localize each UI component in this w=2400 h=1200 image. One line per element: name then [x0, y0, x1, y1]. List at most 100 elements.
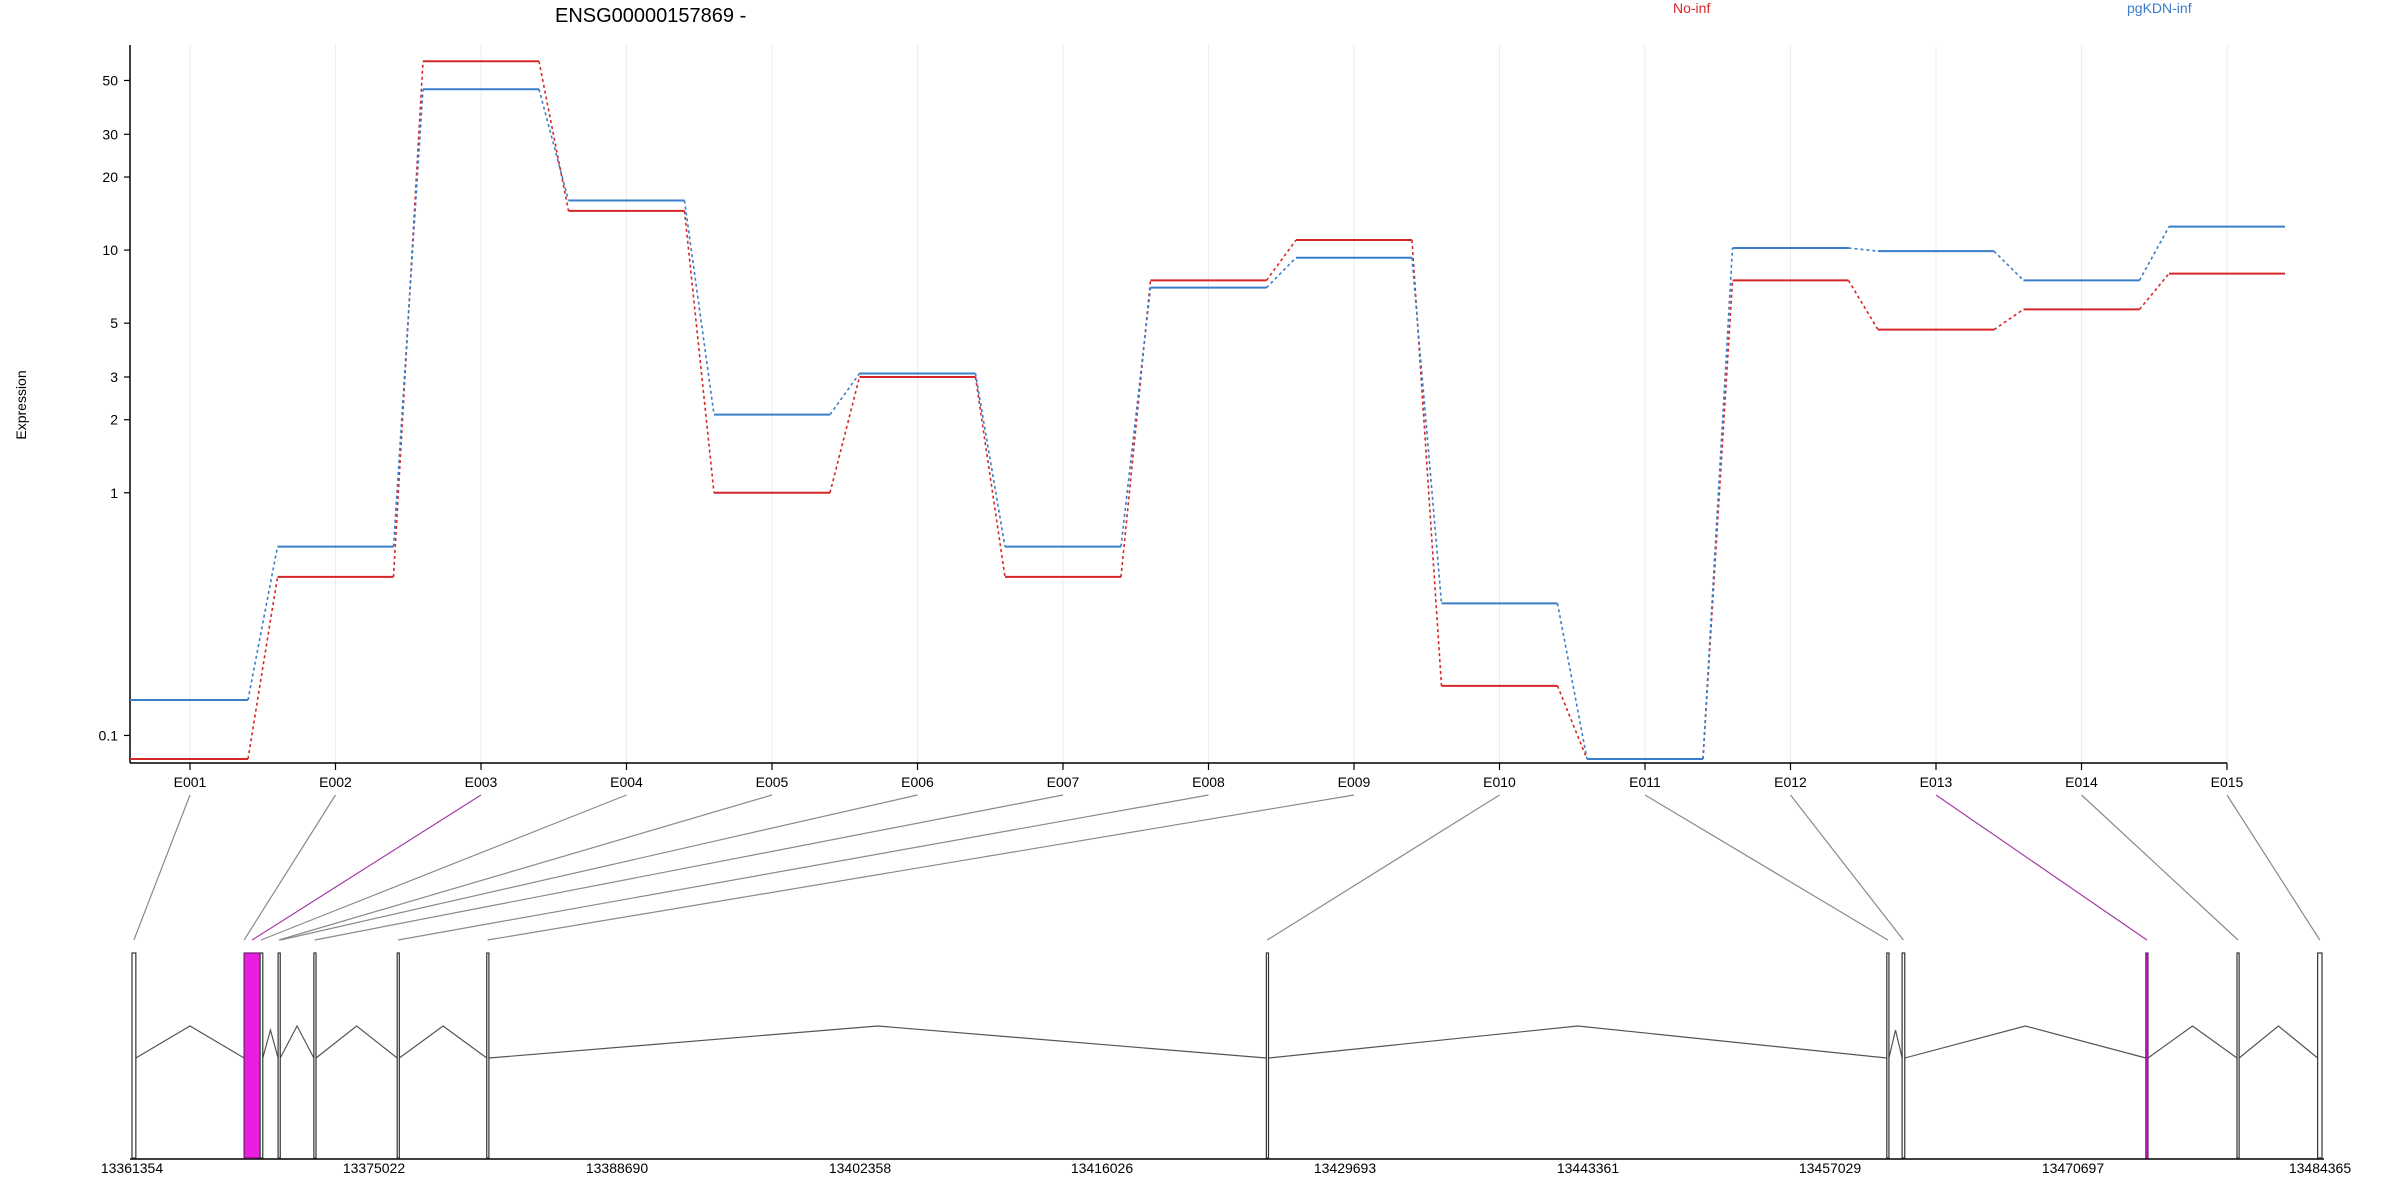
intron-line: [1904, 1025, 2146, 1059]
intron-line: [1888, 1029, 1903, 1059]
connector-line: [1993, 250, 2025, 281]
legend-no-inf: No-inf: [1673, 0, 1710, 16]
exon-block: [2145, 952, 2149, 1159]
connector-line: [392, 61, 424, 577]
connector-line: [1702, 247, 1734, 760]
connector-line: [1848, 247, 1879, 252]
y-tick-label: 20: [102, 169, 118, 185]
x-tick-label: E005: [756, 774, 789, 790]
connector-line: [683, 200, 715, 415]
connector-line: [538, 89, 570, 201]
exon-map-line: [278, 794, 773, 941]
coordinate-tick-label: 13429693: [1314, 1160, 1377, 1176]
x-tick-label: E012: [1774, 774, 1807, 790]
x-tick-label: E008: [1192, 774, 1225, 790]
x-tick-label: E015: [2211, 774, 2244, 790]
exon-map-line: [133, 794, 191, 941]
intron-line: [398, 1025, 488, 1059]
exon-block: [1265, 952, 1270, 1159]
connector-line: [1847, 279, 1879, 331]
coordinate-tick-label: 13457029: [1799, 1160, 1862, 1176]
x-tick-label: E011: [1629, 774, 1661, 790]
exon-block: [396, 952, 400, 1159]
x-tick-label: E009: [1338, 774, 1371, 790]
connector-line: [538, 61, 570, 212]
intron-line: [262, 1027, 279, 1059]
series-no-inf: [130, 60, 2285, 760]
coordinate-tick-label: 13416026: [1071, 1160, 1134, 1176]
intron-line: [488, 1025, 1267, 1059]
gene-model: 13361354 13375022 13388690 13402358 13416026…: [101, 794, 2352, 1176]
x-tick-label: E007: [1047, 774, 1080, 790]
x-tick-label: E014: [2065, 774, 2098, 790]
connector-line: [247, 576, 279, 760]
x-tick-label: E013: [1920, 774, 1953, 790]
intron-line: [279, 1024, 315, 1059]
exon-block: [486, 952, 490, 1159]
connector-line: [974, 376, 1006, 578]
x-tick-label: E001: [174, 774, 207, 790]
exon-map-line: [1935, 794, 2148, 941]
exon-block: [2236, 952, 2240, 1159]
exon-map-line: [243, 794, 337, 941]
series-pgkdn-inf: [130, 88, 2285, 760]
y-axis-label: Expression: [13, 370, 29, 439]
connector-line: [1120, 287, 1152, 547]
intron-line: [2238, 1025, 2319, 1059]
x-tick-label: E002: [319, 774, 352, 790]
exon-map-line: [2081, 794, 2239, 941]
connector-line: [1411, 257, 1443, 604]
exon-map-line: [1644, 794, 1889, 941]
exon-block: [131, 952, 137, 1159]
y-tick-label: 2: [110, 412, 118, 428]
exon-block: [1901, 952, 1906, 1159]
connector-line: [829, 373, 861, 416]
x-tick-label: E004: [610, 774, 643, 790]
exon-map-line: [487, 794, 1355, 941]
exon-map-line: [397, 794, 1209, 941]
exon-block: [243, 952, 261, 1159]
connector-line: [1556, 603, 1588, 760]
exon-map-line: [1790, 794, 1904, 941]
connector-line: [1556, 685, 1588, 760]
exon-map-line: [2226, 794, 2321, 941]
connector-line: [974, 373, 1006, 547]
y-tick-label: 50: [102, 72, 118, 88]
exon-map-line: [1266, 794, 1500, 941]
coordinate-tick-label: 13484365: [2289, 1160, 2352, 1176]
connector-line: [1265, 239, 1297, 281]
connector-line: [2138, 226, 2170, 281]
coordinate-tick-label: 13361354: [101, 1160, 164, 1176]
coordinate-tick-label: 13388690: [586, 1160, 649, 1176]
y-tick-label: 10: [102, 242, 118, 258]
exon-map-line: [314, 794, 1064, 941]
x-tick-label: E003: [465, 774, 498, 790]
intron-line: [2147, 1025, 2238, 1059]
coordinate-tick-label: 13375022: [343, 1160, 406, 1176]
x-tick-label: E006: [901, 774, 934, 790]
exon-map-line: [280, 794, 918, 941]
connector-line: [829, 376, 861, 493]
connector-line: [392, 89, 424, 547]
intron-line: [315, 1025, 398, 1059]
x-tick-label: E010: [1483, 774, 1516, 790]
exon-block: [1886, 952, 1890, 1159]
exon-map-line: [260, 794, 627, 941]
coordinate-tick-label: 13470697: [2042, 1160, 2105, 1176]
exon-block: [277, 952, 281, 1159]
coordinate-tick-label: 13402358: [829, 1160, 892, 1176]
exon-map-line: [251, 794, 482, 941]
connector-line: [683, 210, 715, 493]
connector-line: [2138, 273, 2170, 310]
intron-line: [135, 1025, 245, 1059]
connector-line: [1993, 308, 2024, 331]
coordinate-tick-label: 13443361: [1557, 1160, 1620, 1176]
y-tick-label: 5: [110, 315, 118, 331]
exon-block: [313, 952, 317, 1159]
plot-area: 0.1 1 2 3 5 10 20 30 50 E001 E002 E003 E004 E005 E006 E…: [99, 45, 2285, 790]
y-tick-label: 30: [102, 126, 118, 142]
legend-pgkdn-inf: pgKDN-inf: [2127, 0, 2192, 16]
connector-line: [1702, 280, 1734, 760]
chart-title: ENSG00000157869 -: [555, 5, 746, 27]
